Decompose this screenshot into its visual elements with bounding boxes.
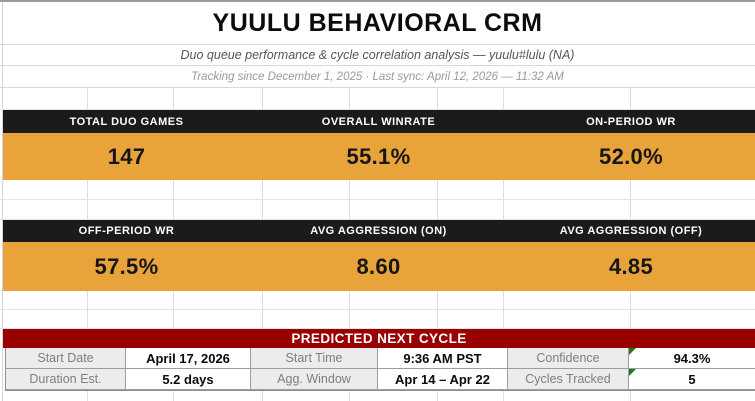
kpi-header-row-2: OFF-PERIOD WR AVG AGGRESSION (ON) AVG AG… — [3, 220, 755, 242]
cell-value-start-date[interactable]: April 17, 2026 — [126, 348, 251, 369]
subtitle-row: Duo queue performance & cycle correlatio… — [0, 45, 755, 66]
page-title: YUULU BEHAVIORAL CRM — [212, 8, 543, 37]
sync-status-text: Tracking since December 1, 2025 · Last s… — [191, 70, 564, 83]
cell-label-cycles-tracked[interactable]: Cycles Tracked — [508, 369, 629, 390]
empty-grid-row — [0, 391, 755, 401]
empty-grid-row — [0, 88, 755, 110]
cell-value-agg-window[interactable]: Apr 14 – Apr 22 — [378, 369, 508, 390]
empty-grid-row — [0, 180, 755, 200]
kpi-label-avg-aggression-on: AVG AGGRESSION (ON) — [310, 225, 447, 237]
kpi-value-row-2: 57.5% 8.60 4.85 — [3, 242, 755, 291]
predicted-cycle-title: PREDICTED NEXT CYCLE — [291, 331, 467, 346]
title-row: YUULU BEHAVIORAL CRM — [0, 2, 755, 45]
kpi-value-overall-winrate: 55.1% — [346, 143, 411, 169]
kpi-value-avg-aggression-on: 8.60 — [356, 253, 401, 279]
empty-grid-row — [0, 200, 755, 220]
cell-label-duration-est[interactable]: Duration Est. — [6, 369, 126, 390]
cell-label-start-time[interactable]: Start Time — [251, 348, 378, 369]
cell-value-start-time[interactable]: 9:36 AM PST — [378, 348, 508, 369]
empty-grid-row — [0, 291, 755, 310]
empty-grid-row — [0, 310, 755, 329]
kpi-value-row-1: 147 55.1% 52.0% — [3, 133, 755, 180]
predicted-cycle-header: PREDICTED NEXT CYCLE — [3, 329, 755, 348]
cell-label-start-date[interactable]: Start Date — [6, 348, 126, 369]
kpi-label-avg-aggression-off: AVG AGGRESSION (OFF) — [559, 225, 703, 237]
kpi-label-off-period-wr: OFF-PERIOD WR — [78, 225, 175, 237]
kpi-label-overall-winrate: OVERALL WINRATE — [321, 115, 436, 128]
kpi-value-on-period-wr: 52.0% — [599, 143, 663, 169]
cell-value-duration-est[interactable]: 5.2 days — [126, 369, 251, 390]
cycles-tracked-value: 5 — [688, 371, 696, 387]
note-flag-icon[interactable] — [629, 369, 636, 376]
kpi-value-avg-aggression-off: 4.85 — [608, 253, 654, 279]
confidence-value: 94.3% — [673, 350, 711, 366]
note-flag-icon[interactable] — [629, 348, 636, 355]
cell-label-agg-window[interactable]: Agg. Window — [251, 369, 378, 390]
predicted-cycle-table: Start Date April 17, 2026 Start Time 9:3… — [5, 348, 755, 391]
cell-value-confidence[interactable]: 94.3% — [629, 348, 755, 369]
kpi-label-on-period-wr: ON-PERIOD WR — [586, 115, 676, 128]
kpi-label-total-duo-games: TOTAL DUO GAMES — [69, 115, 184, 128]
kpi-header-row-1: TOTAL DUO GAMES OVERALL WINRATE ON-PERIO… — [3, 110, 755, 133]
sync-status-row: Tracking since December 1, 2025 · Last s… — [0, 66, 755, 88]
page-subtitle: Duo queue performance & cycle correlatio… — [180, 48, 575, 62]
kpi-value-total-duo-games: 147 — [107, 143, 146, 169]
kpi-value-off-period-wr: 57.5% — [94, 253, 159, 279]
cell-value-cycles-tracked[interactable]: 5 — [629, 369, 755, 390]
cell-label-confidence[interactable]: Confidence — [508, 348, 629, 369]
